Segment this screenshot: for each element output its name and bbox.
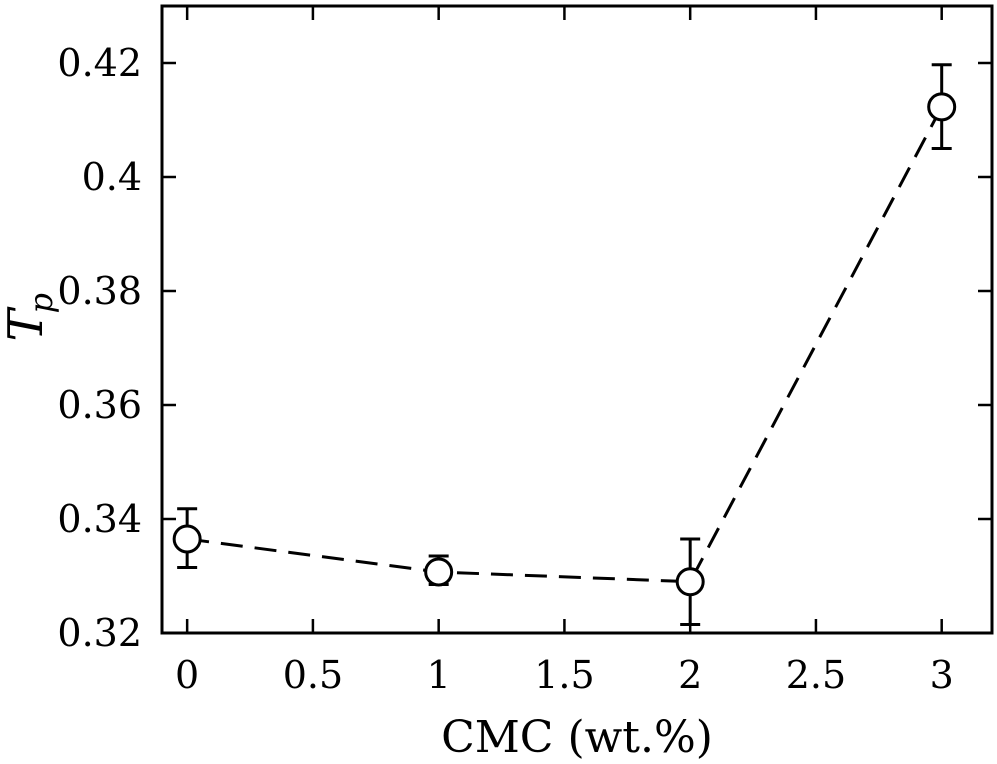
y-tick-label: 0.32 xyxy=(57,611,142,655)
x-tick-label: 0.5 xyxy=(283,653,343,697)
data-point xyxy=(675,567,705,597)
x-tick-label: 3 xyxy=(930,653,954,697)
ticks xyxy=(162,6,992,635)
data-point xyxy=(172,524,202,554)
y-tick-label: 0.36 xyxy=(57,383,142,427)
axes-box xyxy=(160,4,994,635)
x-tick-label: 1 xyxy=(427,653,451,697)
y-tick-label: 0.34 xyxy=(57,497,142,541)
y-tick-label: 0.4 xyxy=(82,155,142,199)
x-axis-label: CMC (wt.%) xyxy=(441,712,713,763)
y-axis-label-subscript: p xyxy=(22,293,60,313)
y-axis-label-main: T xyxy=(0,307,54,342)
x-tick-label: 2.5 xyxy=(786,653,846,697)
y-tick-label: 0.38 xyxy=(57,269,142,313)
y-tick-label: 0.42 xyxy=(57,41,142,85)
x-tick-label: 0 xyxy=(175,653,199,697)
series-line xyxy=(186,106,944,584)
y-axis-label: T p xyxy=(0,293,60,341)
series-layer xyxy=(172,63,957,626)
x-tick-label: 2 xyxy=(678,653,702,697)
x-tick-label: 1.5 xyxy=(534,653,594,697)
data-point xyxy=(927,92,957,122)
data-point xyxy=(424,557,454,587)
plot-frame xyxy=(160,4,994,635)
tick-labels: 0 0.5 1 1.5 2 2.5 3 0.32 0.34 0.36 0.38 0.4 0.42 xyxy=(57,41,953,697)
